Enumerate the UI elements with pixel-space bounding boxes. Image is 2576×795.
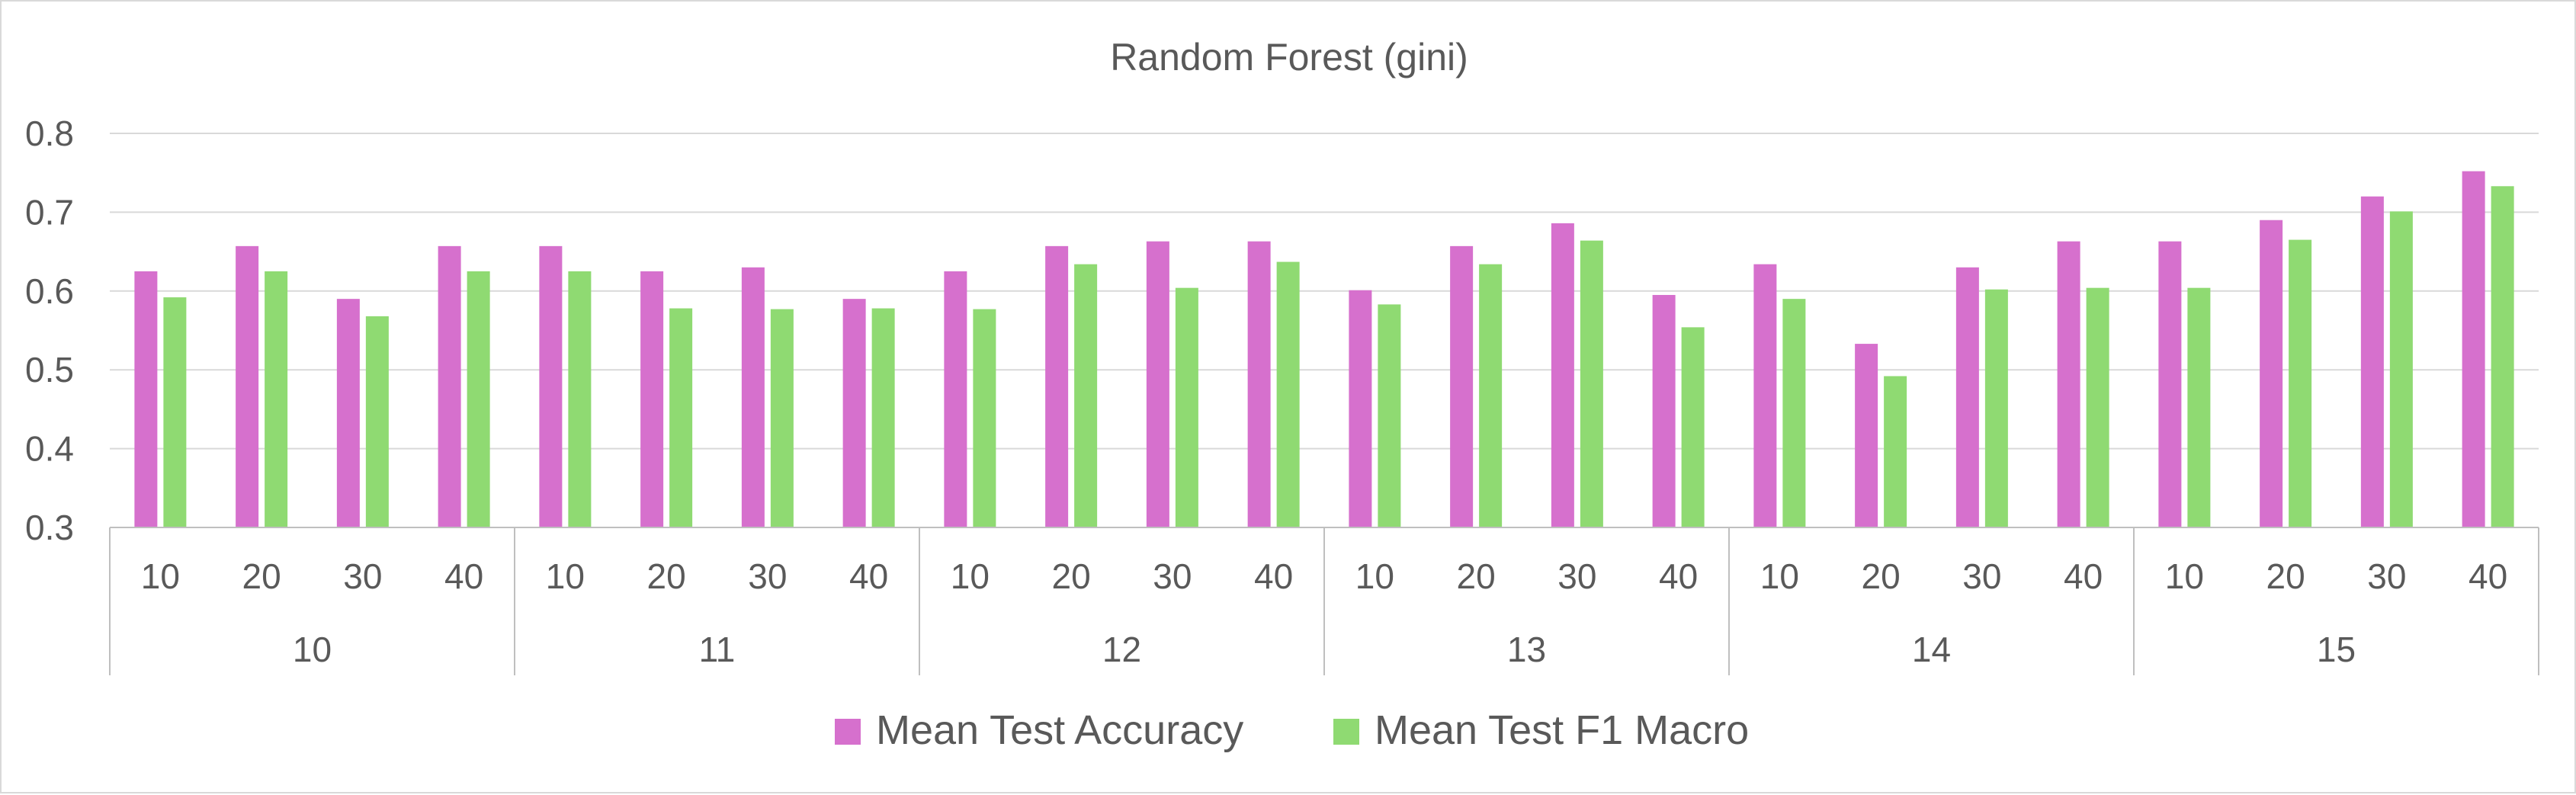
bar-mean-test-accuracy <box>842 299 866 527</box>
bar-mean-test-f1-macro <box>2187 287 2211 527</box>
bar-mean-test-f1-macro <box>669 308 693 527</box>
bar-mean-test-accuracy <box>1753 264 1777 527</box>
x-tick-label: 30 <box>748 556 787 596</box>
bar-mean-test-f1-macro <box>1884 376 1907 527</box>
bar-mean-test-accuracy <box>1247 241 1271 527</box>
x-group-label: 11 <box>699 630 736 669</box>
bar-mean-test-accuracy <box>741 267 765 527</box>
bar-mean-test-f1-macro <box>1984 289 2008 527</box>
bar-mean-test-f1-macro <box>1782 299 1806 527</box>
bar-mean-test-f1-macro <box>1074 264 1098 527</box>
y-tick-label: 0.6 <box>25 271 74 311</box>
bar-mean-test-f1-macro <box>163 297 187 527</box>
bar-mean-test-accuracy <box>1045 245 1069 527</box>
bar-mean-test-f1-macro <box>265 271 288 527</box>
bar-mean-test-accuracy <box>2057 241 2080 527</box>
legend-label-mean-test-f1-macro: Mean Test F1 Macro <box>1375 707 1749 753</box>
x-tick-label: 10 <box>1760 556 1799 596</box>
bar-mean-test-accuracy <box>2462 171 2485 527</box>
legend-label-mean-test-accuracy: Mean Test Accuracy <box>876 707 1243 753</box>
x-tick-label: 10 <box>546 556 585 596</box>
x-tick-label: 30 <box>1962 556 2001 596</box>
x-tick-label: 10 <box>141 556 180 596</box>
bar-mean-test-accuracy <box>640 271 664 527</box>
bar-mean-test-accuracy <box>2360 196 2384 527</box>
x-tick-label: 30 <box>1557 556 1596 596</box>
bar-mean-test-f1-macro <box>770 309 794 527</box>
x-group-label: 14 <box>1912 630 1951 669</box>
bar-mean-test-f1-macro <box>2086 287 2109 527</box>
x-tick-label: 10 <box>2165 556 2204 596</box>
y-tick-label: 0.8 <box>25 114 74 153</box>
bar-mean-test-accuracy <box>1551 223 1574 527</box>
bar-mean-test-f1-macro <box>973 309 996 527</box>
x-group-label: 12 <box>1102 630 1141 669</box>
y-tick-label: 0.3 <box>25 508 74 547</box>
x-tick-label: 10 <box>951 556 990 596</box>
bar-mean-test-f1-macro <box>1681 327 1705 527</box>
bar-mean-test-f1-macro <box>871 308 895 527</box>
y-tick-label: 0.4 <box>25 429 74 469</box>
y-tick-label: 0.5 <box>25 350 74 389</box>
bar-mean-test-accuracy <box>2158 241 2182 527</box>
x-tick-label: 20 <box>647 556 686 596</box>
bar-mean-test-f1-macro <box>1580 240 1603 527</box>
bar-mean-test-accuracy <box>134 271 158 527</box>
bar-mean-test-f1-macro <box>365 316 389 527</box>
bar-mean-test-f1-macro <box>1276 261 1300 527</box>
x-group-label: 13 <box>1507 630 1546 669</box>
x-tick-label: 20 <box>1862 556 1901 596</box>
bar-mean-test-accuracy <box>1855 344 1878 527</box>
x-tick-label: 30 <box>343 556 382 596</box>
bar-mean-test-f1-macro <box>1175 287 1198 527</box>
bar-mean-test-accuracy <box>1652 294 1676 527</box>
bar-mean-test-accuracy <box>1146 241 1169 527</box>
legend-swatch <box>1333 719 1359 745</box>
bar-mean-test-f1-macro <box>2389 211 2413 527</box>
x-tick-label: 40 <box>444 556 483 596</box>
x-tick-label: 20 <box>1457 556 1496 596</box>
gridlines <box>110 133 2539 450</box>
x-tick-label: 10 <box>1355 556 1394 596</box>
bar-mean-test-accuracy <box>539 245 563 527</box>
bar-mean-test-accuracy <box>1450 245 1474 527</box>
bars <box>134 171 2514 527</box>
bar-mean-test-f1-macro <box>1378 304 1401 527</box>
x-group-label: 15 <box>2317 630 2356 669</box>
bar-mean-test-f1-macro <box>568 271 592 527</box>
x-tick-label: 40 <box>849 556 888 596</box>
bar-mean-test-accuracy <box>2260 220 2283 527</box>
bar-mean-test-accuracy <box>236 245 259 527</box>
x-tick-label: 20 <box>2266 556 2305 596</box>
bar-mean-test-f1-macro <box>467 271 490 527</box>
x-axis: 10 20 30 40 10 10 20 30 40 11 10 20 30 40 12 10 20 30 40 13… <box>109 527 2539 675</box>
x-tick-label: 40 <box>1659 556 1698 596</box>
bar-mean-test-accuracy <box>1349 290 1372 527</box>
x-tick-label: 20 <box>1052 556 1091 596</box>
y-tick-label: 0.7 <box>25 192 74 232</box>
chart-title: Random Forest (gini) <box>1110 36 1468 79</box>
x-tick-label: 20 <box>242 556 281 596</box>
x-tick-label: 40 <box>2469 556 2507 596</box>
bar-mean-test-accuracy <box>336 299 360 527</box>
x-tick-label: 40 <box>2064 556 2103 596</box>
x-tick-label: 30 <box>2367 556 2406 596</box>
legend-swatch <box>835 719 861 745</box>
x-group-label: 10 <box>293 630 332 669</box>
y-axis-tick-labels: 0.3 0.4 0.5 0.6 0.7 0.8 <box>25 114 74 547</box>
bar-mean-test-f1-macro <box>1479 264 1503 527</box>
x-tick-label: 40 <box>1254 556 1293 596</box>
bar-mean-test-f1-macro <box>2491 186 2514 527</box>
bar-mean-test-accuracy <box>944 271 967 527</box>
bar-mean-test-accuracy <box>1955 267 1979 527</box>
legend: Mean Test Accuracy Mean Test F1 Macro <box>835 707 1749 753</box>
x-tick-label: 30 <box>1153 556 1192 596</box>
bar-mean-test-accuracy <box>438 245 461 527</box>
bar-mean-test-f1-macro <box>2289 239 2312 527</box>
